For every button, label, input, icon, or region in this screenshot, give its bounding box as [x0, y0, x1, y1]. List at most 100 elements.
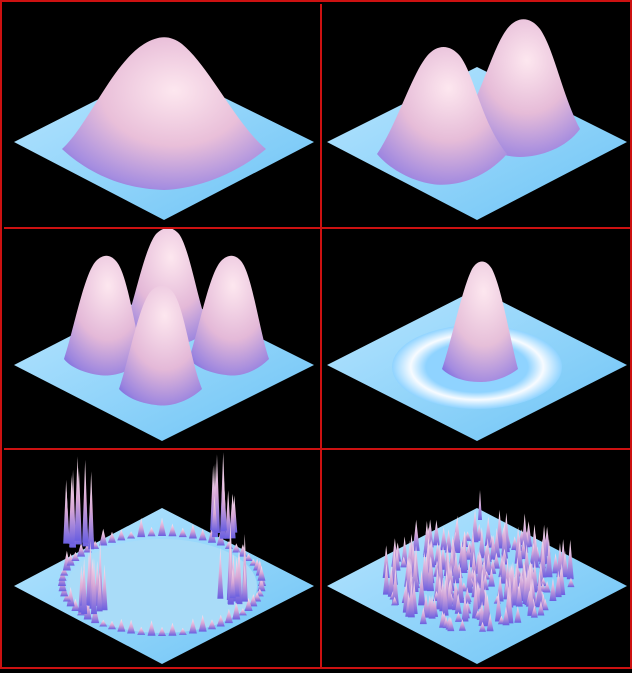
spike [74, 456, 81, 541]
spike [411, 554, 419, 592]
panel-peak-with-ring [322, 229, 632, 452]
spike [461, 594, 469, 622]
single-peak-surface [14, 37, 314, 220]
spike [147, 620, 156, 636]
spike [127, 619, 136, 634]
spike [188, 524, 197, 539]
spike [71, 598, 80, 611]
spike [401, 536, 409, 566]
spike [66, 553, 75, 566]
spike [500, 521, 508, 559]
spike [448, 548, 456, 576]
spike [527, 583, 535, 616]
spike [208, 526, 216, 543]
panel-random-spikes [322, 450, 632, 673]
spike [391, 568, 399, 605]
spike [108, 531, 116, 543]
spike [543, 581, 551, 593]
spike [71, 551, 80, 561]
random-spike-surface [327, 490, 627, 664]
panel-divider-row1 [4, 227, 632, 229]
spike [535, 571, 543, 608]
spike [458, 618, 466, 631]
spike [460, 538, 468, 574]
spike [428, 595, 436, 619]
spike [82, 459, 89, 543]
spike [137, 518, 146, 538]
spike [90, 557, 97, 615]
spike [244, 553, 253, 561]
spike [478, 568, 486, 606]
spike [137, 626, 146, 635]
spike [412, 519, 420, 551]
spike [407, 572, 415, 599]
spike [66, 586, 75, 607]
spiky-ring-surface [14, 452, 314, 664]
spike [445, 580, 453, 610]
panel-spiky-ring [4, 450, 320, 673]
spike [217, 547, 224, 599]
spike [81, 558, 88, 614]
spike [147, 526, 156, 537]
spike [484, 553, 492, 576]
spike [465, 560, 473, 593]
spike [537, 601, 545, 616]
spike [457, 568, 465, 603]
spike [117, 618, 126, 632]
spike [229, 567, 236, 599]
spike [486, 613, 494, 632]
spike [469, 529, 477, 568]
spike [447, 617, 455, 632]
spike [62, 592, 71, 602]
spike [83, 599, 92, 620]
spike [541, 598, 549, 611]
spike [60, 567, 69, 576]
spike [530, 605, 538, 618]
spike [158, 626, 166, 636]
spike [85, 552, 92, 606]
spike [482, 587, 490, 627]
spike [241, 564, 248, 602]
spike [531, 533, 539, 568]
front-peak [377, 47, 507, 185]
spike [445, 529, 453, 553]
four-peak-surface [14, 229, 314, 441]
spike [198, 528, 207, 541]
spike [232, 601, 241, 620]
spike [127, 531, 136, 539]
spike [249, 594, 258, 607]
spike [489, 535, 497, 560]
spike [545, 539, 553, 578]
spike [539, 577, 547, 587]
spike [257, 577, 266, 592]
spike [514, 606, 522, 623]
spike [233, 557, 240, 597]
spike [407, 582, 415, 618]
spike [390, 547, 398, 585]
spike [188, 618, 197, 634]
spike [168, 622, 177, 636]
spike [478, 490, 482, 520]
spike [178, 627, 187, 635]
spike [549, 578, 557, 602]
spike [500, 555, 508, 584]
spike [465, 544, 473, 560]
central-peak [442, 261, 518, 382]
spike [487, 567, 495, 587]
spike [427, 555, 435, 592]
two-peak-surface [327, 19, 627, 220]
spike [454, 611, 462, 622]
spike [58, 570, 67, 581]
spike [211, 495, 218, 532]
peak-ring-surface [327, 261, 627, 441]
spike [220, 475, 227, 531]
spike [96, 572, 103, 612]
spike [419, 607, 427, 625]
spike [441, 577, 449, 616]
spike [478, 527, 486, 559]
peak-right [189, 255, 269, 376]
spike [158, 517, 166, 536]
spike [108, 620, 116, 630]
spike [515, 582, 523, 607]
